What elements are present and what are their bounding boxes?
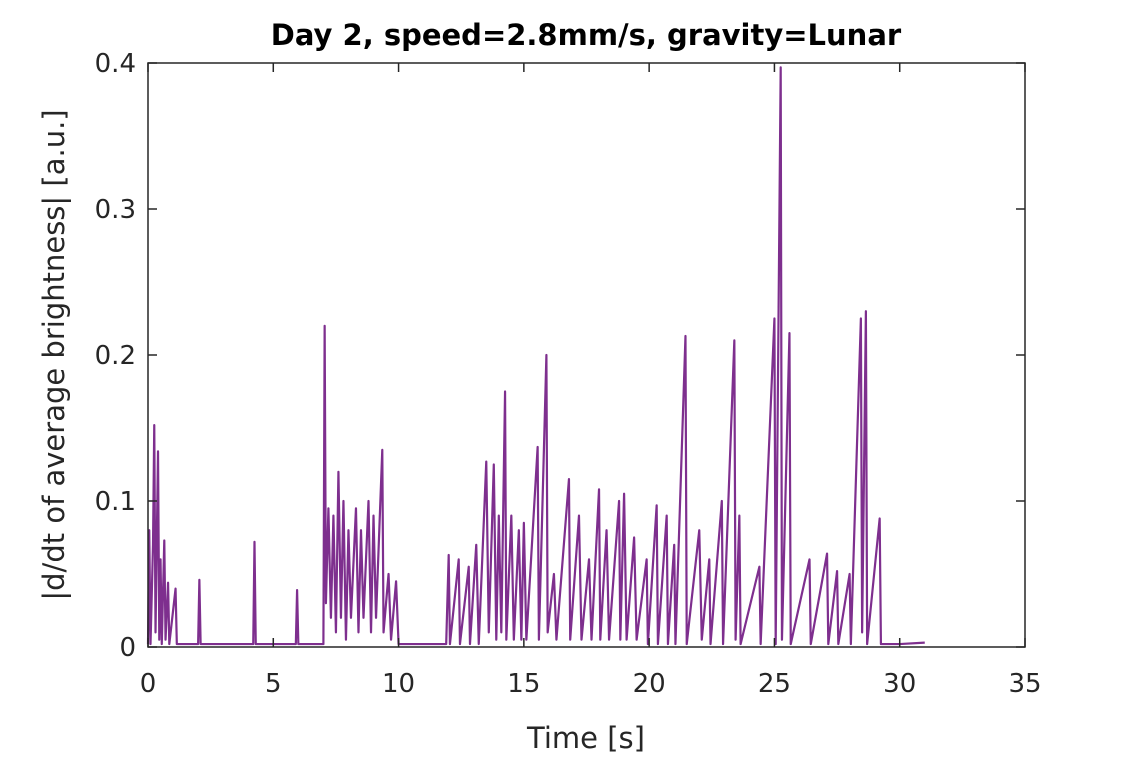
x-tick-label: 30 <box>883 669 916 699</box>
x-tick-label: 0 <box>140 669 157 699</box>
y-tick-label: 0.2 <box>95 341 136 371</box>
y-tick-label: 0.3 <box>95 195 136 225</box>
data-line <box>146 66 925 646</box>
y-tick-label: 0.1 <box>95 487 136 517</box>
y-tick-label: 0 <box>119 633 136 663</box>
x-tick-label: 15 <box>507 669 540 699</box>
axes-box <box>147 62 1026 648</box>
y-tick-label: 0.4 <box>95 49 136 79</box>
x-axis-label: Time [s] <box>526 721 645 755</box>
x-tick-label: 25 <box>758 669 791 699</box>
y-axis-label: |d/dt of average brightness| [a.u.] <box>37 109 71 600</box>
x-tick-label: 10 <box>382 669 415 699</box>
x-tick-label: 35 <box>1008 669 1041 699</box>
x-tick-label: 5 <box>265 669 282 699</box>
chart-title: Day 2, speed=2.8mm/s, gravity=Lunar <box>271 18 902 52</box>
x-tick-label: 20 <box>633 669 666 699</box>
